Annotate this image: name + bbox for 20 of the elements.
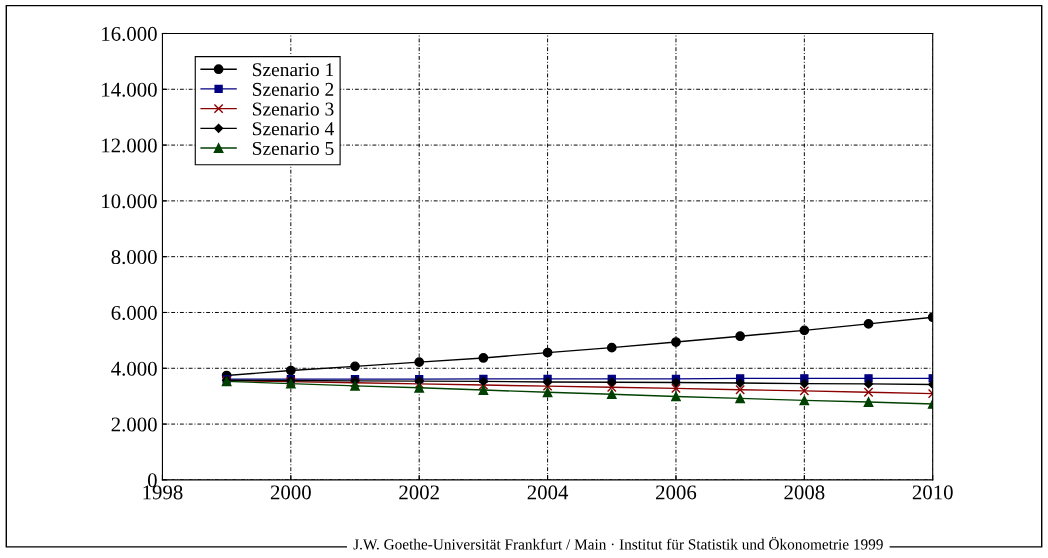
- legend-label: Szenario 3: [252, 102, 334, 116]
- x-tick-label: 2004: [527, 485, 569, 500]
- y-tick-label: 12.000: [102, 138, 157, 153]
- legend-label: Szenario 1: [252, 63, 334, 77]
- x-tick-label: 2000: [270, 485, 311, 500]
- y-tick-label: 8.000: [111, 250, 157, 265]
- legend-label: Szenario 2: [252, 82, 334, 96]
- y-tick-label: 10.000: [102, 194, 157, 209]
- text: J.W. Goethe-Universität Frankfurt / Main · Institut für Statistik und Ökonometrie 1999: [353, 536, 883, 550]
- y-tick-label: 2.000: [111, 417, 157, 432]
- x-tick-label: 2002: [399, 485, 439, 500]
- y-tick-label: 14.000: [102, 82, 157, 97]
- y-tick-label: 16.000: [102, 26, 157, 41]
- x-tick-label: 2008: [784, 485, 825, 500]
- y-tick-label: 4.000: [111, 361, 157, 376]
- legend-label: Szenario 4: [252, 122, 334, 136]
- x-tick-label: 2010: [912, 485, 953, 500]
- y-tick-label: 6.000: [111, 305, 157, 320]
- x-tick-label: 2006: [656, 485, 697, 500]
- legend-label: Szenario 5: [252, 141, 334, 156]
